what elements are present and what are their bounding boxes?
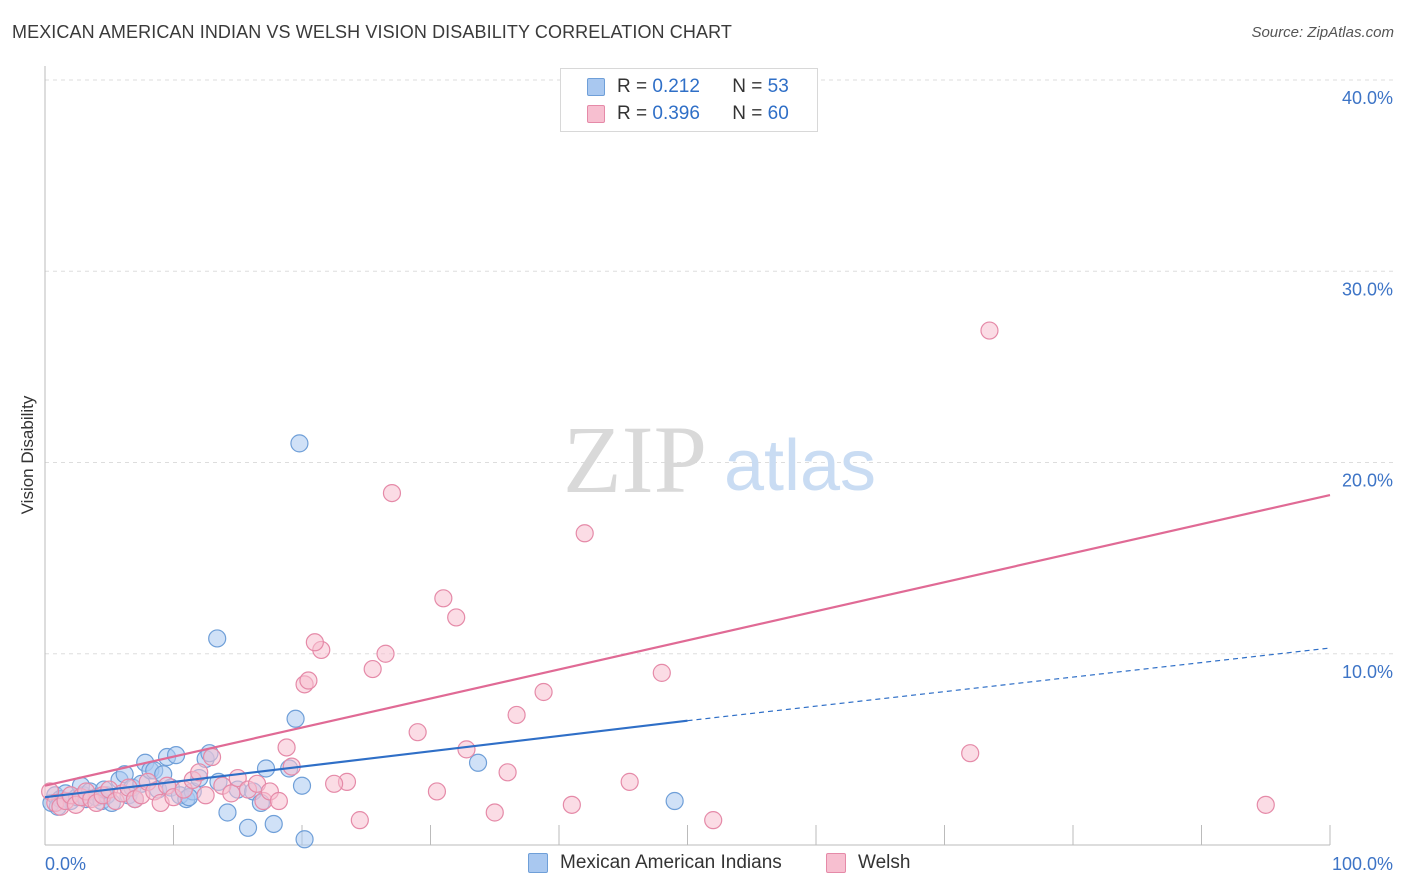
axes — [44, 66, 1331, 846]
data-point — [350, 811, 369, 830]
legend-swatch-pink — [826, 853, 846, 873]
source-label: Source: ZipAtlas.com — [1251, 24, 1394, 41]
legend-r-label: R = — [617, 76, 648, 97]
data-point — [457, 740, 476, 759]
data-point — [190, 763, 209, 782]
data-point — [202, 747, 222, 767]
data-point — [305, 633, 324, 652]
y-tick-label: 40.0% — [1342, 88, 1393, 108]
data-point — [562, 795, 581, 814]
data-point — [222, 784, 241, 803]
data-point — [652, 663, 671, 682]
data-point — [295, 830, 314, 849]
chart-title: MEXICAN AMERICAN INDIAN VS WELSH VISION … — [12, 22, 732, 42]
y-tick-label: 10.0% — [1342, 662, 1393, 682]
watermark-atlas: atlas — [724, 426, 876, 506]
data-point — [408, 723, 427, 742]
data-point — [507, 705, 526, 725]
trend-line-dashed — [687, 647, 1331, 722]
data-point — [575, 524, 594, 543]
data-point — [498, 763, 517, 782]
legend-r-value: 0.212 — [652, 76, 700, 97]
legend-item-mexican-american-indians: Mexican American Indians — [528, 852, 782, 874]
legend-n-label: N = — [732, 76, 763, 97]
data-point — [665, 791, 684, 811]
y-tick-label: 30.0% — [1342, 279, 1393, 299]
data-point — [447, 608, 466, 627]
data-point — [468, 753, 488, 772]
legend-row-mexican-american-indians: R = 0.212 N = 53 — [587, 75, 789, 99]
watermark: ZIP atlas — [563, 406, 876, 513]
data-point — [299, 671, 318, 690]
data-point — [534, 682, 553, 702]
legend-n-value: 53 — [767, 76, 789, 97]
legend-n-value: 60 — [767, 103, 789, 124]
legend-r-value: 0.396 — [652, 103, 700, 124]
legend-item-welsh: Welsh — [826, 852, 910, 874]
tick-labels: 10.0% 20.0% 30.0% 40.0% 0.0% 100.0% — [45, 88, 1393, 874]
data-point — [376, 644, 395, 663]
legend-swatch-blue — [587, 78, 605, 96]
legend-swatch-pink — [587, 105, 605, 123]
trend-lines — [44, 493, 1331, 799]
data-point — [277, 738, 296, 757]
data-point — [256, 759, 276, 778]
data-point — [290, 434, 309, 453]
data-point — [980, 321, 999, 340]
stats-legend: R = 0.212 N = 53 R = 0.396 N = 60 — [560, 68, 818, 132]
data-point — [292, 776, 312, 795]
data-point — [961, 744, 980, 763]
data-point — [264, 814, 283, 834]
data-point — [1256, 795, 1275, 814]
data-point — [208, 629, 227, 648]
data-point — [704, 811, 723, 830]
legend-label: Welsh — [858, 852, 911, 873]
legend-n-label: N = — [732, 103, 763, 124]
trend-line-solid — [44, 493, 1331, 787]
data-point — [382, 484, 402, 503]
data-point — [238, 818, 258, 837]
series-welsh-points — [41, 70, 1275, 830]
data-point — [427, 782, 447, 801]
data-point — [286, 709, 305, 728]
legend-r-label: R = — [617, 103, 648, 124]
trend-line-solid — [44, 719, 688, 799]
legend-swatch-blue — [528, 853, 548, 873]
y-axis-label: Vision Disability — [18, 395, 37, 515]
y-tick-label: 20.0% — [1342, 471, 1393, 491]
grid-lines — [45, 79, 1395, 655]
x-tick-label-max: 100.0% — [1332, 854, 1393, 874]
watermark-zip: ZIP — [563, 406, 707, 513]
data-point — [620, 772, 639, 791]
data-point — [196, 786, 215, 805]
data-point — [325, 774, 344, 793]
data-point — [269, 791, 288, 811]
legend-row-welsh: R = 0.396 N = 60 — [587, 102, 789, 126]
data-point — [434, 589, 453, 608]
x-tick-label-min: 0.0% — [45, 854, 86, 874]
data-point — [485, 803, 504, 822]
legend-label: Mexican American Indians — [560, 852, 782, 873]
data-point — [363, 659, 382, 679]
data-point — [218, 803, 237, 822]
